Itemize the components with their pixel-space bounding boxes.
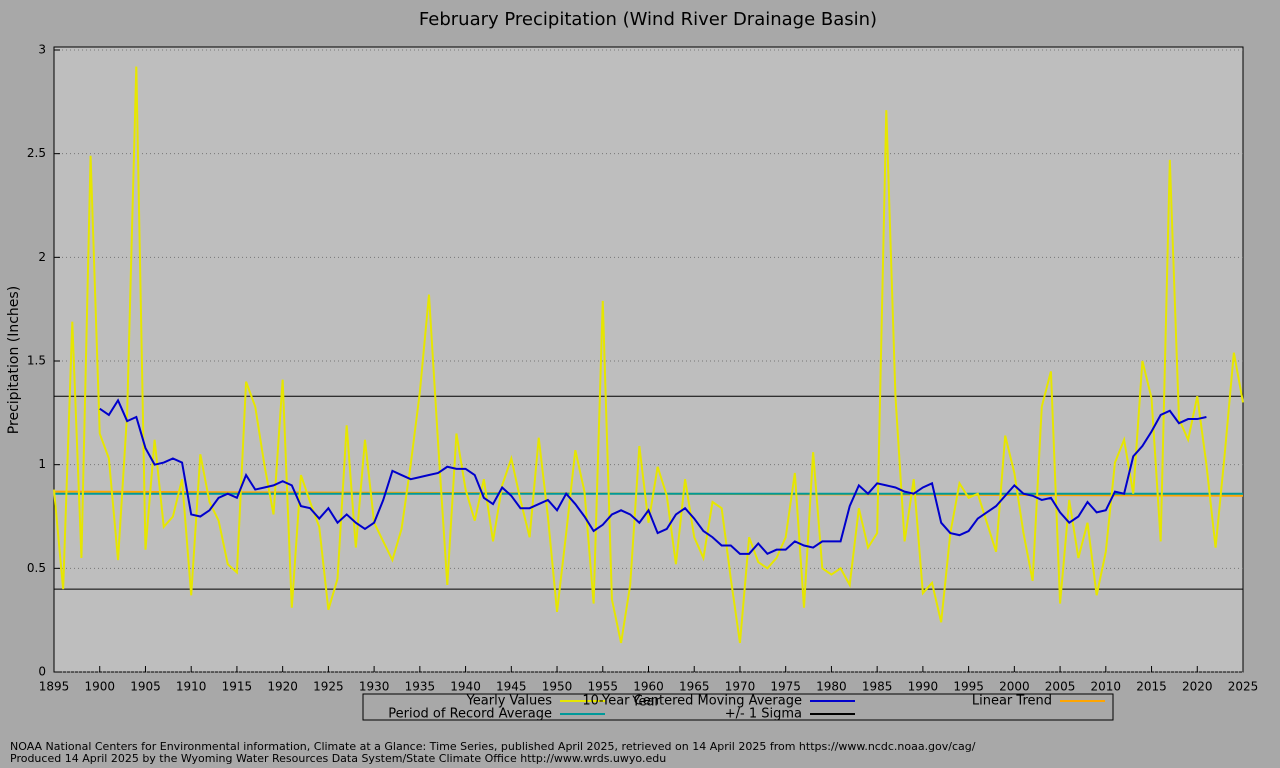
x-tick-label: 1925 bbox=[313, 680, 344, 694]
legend bbox=[362, 693, 1114, 721]
series-line bbox=[53, 66, 1244, 644]
y-tick-label: 1.5 bbox=[27, 354, 46, 368]
plot-area bbox=[53, 46, 1244, 673]
x-tick-label: 1930 bbox=[359, 680, 390, 694]
legend-label: Period of Record Average bbox=[388, 707, 552, 722]
x-tick-label: 1965 bbox=[679, 680, 710, 694]
x-tick-label: 1980 bbox=[816, 680, 847, 694]
x-tick-label: 1970 bbox=[725, 680, 756, 694]
legend-label: +/- 1 Sigma bbox=[725, 707, 802, 722]
x-tick-label: 2000 bbox=[999, 680, 1030, 694]
x-tick-label: 1920 bbox=[267, 680, 298, 694]
x-tick-label: 1915 bbox=[222, 680, 253, 694]
x-tick-label: 1975 bbox=[770, 680, 801, 694]
y-tick-label: 2 bbox=[38, 250, 46, 264]
legend-label: Yearly Values bbox=[466, 694, 553, 709]
x-tick-label: 2020 bbox=[1182, 680, 1213, 694]
y-axis-label: Precipitation (Inches) bbox=[6, 286, 22, 434]
x-tick-label: 1990 bbox=[908, 680, 939, 694]
series-line bbox=[99, 398, 1207, 556]
x-tick-label: 1935 bbox=[405, 680, 436, 694]
legend-label: Linear Trend bbox=[972, 694, 1052, 709]
chart-title: February Precipitation (Wind River Drain… bbox=[419, 9, 877, 30]
x-tick-label: 2005 bbox=[1045, 680, 1076, 694]
y-tick-label: 0 bbox=[38, 665, 46, 679]
x-tick-label: 2025 bbox=[1228, 680, 1259, 694]
x-tick-label: 1940 bbox=[450, 680, 481, 694]
y-tick-label: 1 bbox=[38, 457, 46, 471]
y-tick-label: 3 bbox=[38, 43, 46, 57]
y-tick-label: 0.5 bbox=[27, 561, 46, 575]
x-tick-label: 1995 bbox=[953, 680, 984, 694]
footnote: Produced 14 April 2025 by the Wyoming Wa… bbox=[10, 752, 666, 765]
x-tick-label: 1955 bbox=[587, 680, 618, 694]
y-tick-label: 2.5 bbox=[27, 146, 46, 160]
x-tick-label: 1960 bbox=[633, 680, 664, 694]
legend-label: 10-Year Centered Moving Average bbox=[582, 694, 802, 709]
x-tick-label: 1985 bbox=[862, 680, 893, 694]
x-tick-label: 1910 bbox=[176, 680, 207, 694]
x-axis-label: Year bbox=[631, 695, 660, 710]
x-tick-label: 1950 bbox=[542, 680, 573, 694]
x-tick-label: 1900 bbox=[84, 680, 115, 694]
footnote: NOAA National Centers for Environmental … bbox=[10, 740, 976, 753]
x-tick-label: 1905 bbox=[130, 680, 161, 694]
x-tick-label: 1945 bbox=[496, 680, 527, 694]
x-tick-label: 2015 bbox=[1136, 680, 1167, 694]
x-tick-label: 1895 bbox=[39, 680, 70, 694]
x-tick-label: 2010 bbox=[1091, 680, 1122, 694]
